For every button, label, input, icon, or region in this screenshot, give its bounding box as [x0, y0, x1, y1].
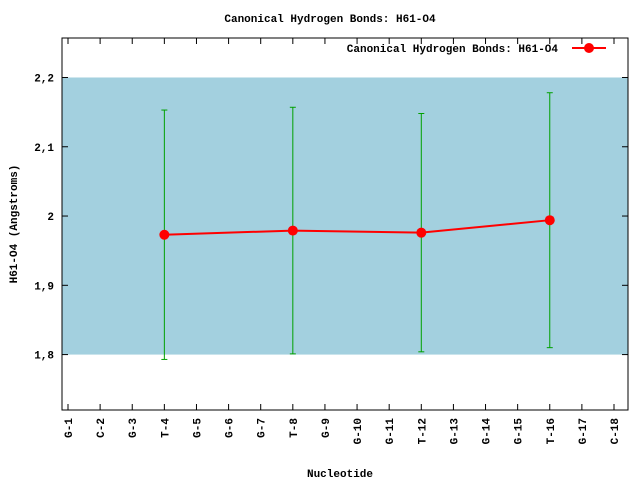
x-tick-label: G-5: [192, 418, 204, 438]
y-tick-label: 2,1: [34, 143, 54, 155]
x-tick-label: G-13: [449, 418, 461, 445]
legend-label: Canonical Hydrogen Bonds: H61-O4: [347, 44, 559, 56]
plot-frame: [61, 37, 629, 411]
data-point: [287, 225, 298, 236]
x-axis-label: Nucleotide: [307, 469, 373, 480]
x-tick-label: G-15: [514, 418, 526, 445]
reference-band: [62, 77, 628, 355]
x-tick-label: T-4: [160, 418, 172, 438]
x-tick-label: C-2: [96, 418, 108, 438]
x-tick-label: G-14: [482, 418, 494, 445]
x-tick-label: T-8: [289, 418, 301, 438]
x-tick-label: G-3: [128, 418, 140, 438]
x-tick-label: G-7: [257, 418, 269, 438]
data-line: [164, 219, 550, 236]
y-axis-label: H61-O4 (Angstroms): [9, 165, 21, 284]
legend-marker: [584, 43, 594, 53]
x-tick-label: G-9: [321, 418, 333, 438]
data-point: [416, 227, 427, 238]
y-tick-label: 1,9: [34, 281, 54, 293]
y-tick-label: 2,2: [34, 73, 54, 85]
x-tick-label: C-18: [610, 418, 622, 445]
y-tick-label: 1,8: [34, 351, 54, 363]
data-point: [159, 229, 170, 240]
y-tick-label: 2: [47, 212, 54, 224]
x-tick-label: G-6: [225, 418, 237, 438]
x-tick-label: G-1: [64, 418, 76, 438]
x-tick-label: G-10: [353, 418, 365, 444]
x-tick-label: G-17: [578, 418, 590, 444]
data-point: [544, 215, 555, 226]
x-tick-label: T-16: [546, 418, 558, 444]
x-tick-label: G-11: [385, 418, 397, 445]
chart-title: Canonical Hydrogen Bonds: H61-O4: [224, 14, 436, 26]
x-tick-label: T-12: [417, 418, 429, 444]
